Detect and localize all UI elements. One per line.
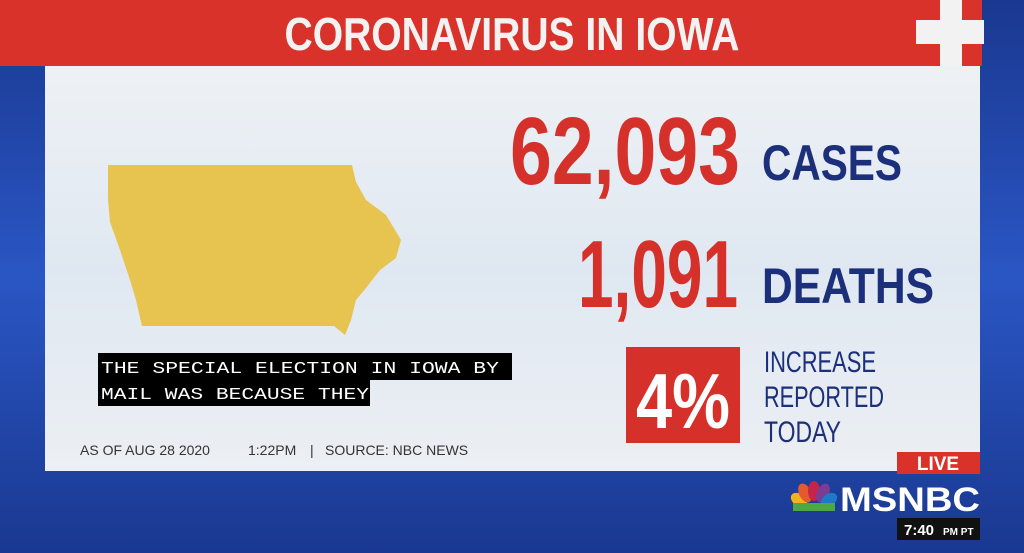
increase-box (626, 347, 740, 443)
footer-separator: | (310, 442, 314, 458)
clock-box (897, 518, 980, 540)
cases-label: CASES (762, 135, 902, 191)
footer-source: SOURCE: NBC NEWS (325, 442, 468, 458)
deaths-label: DEATHS (762, 258, 934, 314)
title: CORONAVIRUS IN IOWA (285, 8, 740, 60)
cross-icon (916, 0, 984, 66)
live-label: LIVE (917, 454, 959, 475)
peacock-logo (790, 481, 838, 511)
clock-zone: PM PT (943, 527, 974, 538)
footer-date: AS OF AUG 28 2020 (80, 442, 210, 458)
deaths-value: 1,091 (578, 221, 738, 328)
caption-box (98, 380, 370, 406)
cases-value: 62,093 (510, 98, 740, 205)
increase-label: INCREASE (764, 346, 876, 379)
caption-line: MAIL WAS BECAUSE THEY (101, 386, 369, 405)
title-bar (0, 0, 982, 66)
increase-value: 4% (636, 357, 730, 445)
increase-label: REPORTED (764, 381, 884, 414)
live-box (897, 452, 980, 474)
network-logo: MSNBC (840, 481, 980, 519)
caption-box (98, 353, 512, 380)
clock-time: 7:40 (904, 522, 934, 539)
increase-label: TODAY (764, 416, 841, 449)
iowa-map (108, 165, 401, 335)
caption-line: THE SPECIAL ELECTION IN IOWA BY (101, 360, 499, 379)
footer-time: 1:22PM (248, 442, 296, 458)
